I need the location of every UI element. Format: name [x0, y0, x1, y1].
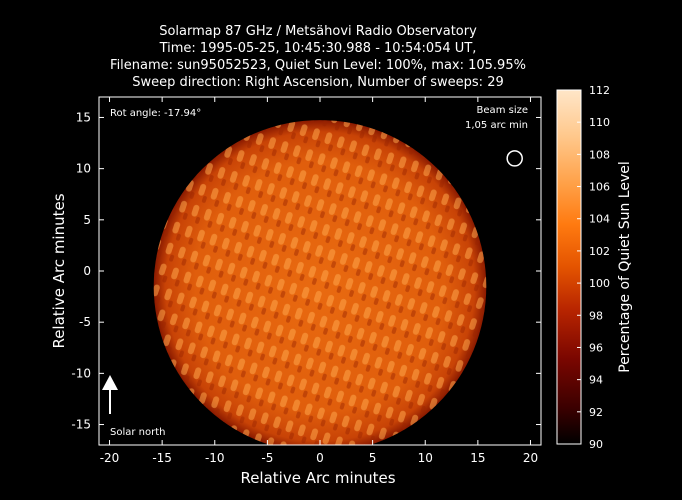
y-tick-label: 5 [83, 213, 91, 227]
colorbar-frame [556, 89, 582, 445]
x-tick-label: 5 [369, 451, 377, 465]
colorbar-tick-label: 96 [589, 341, 603, 354]
colorbar-tick-label: 106 [589, 181, 610, 194]
colorbar-tick-label: 102 [589, 245, 610, 258]
rot-angle-label: Rot angle: -17.94° [110, 108, 201, 119]
y-axis-ticks: -15 -10 -5 0 5 10 15 [71, 110, 541, 432]
x-axis-label: Relative Arc minutes [240, 469, 395, 487]
beam-size-marker [506, 150, 523, 167]
colorbar-tick-label: 100 [589, 277, 610, 290]
chart-title: Solarmap 87 GHz / Metsähovi Radio Observ… [110, 24, 526, 90]
x-tick-label: 15 [470, 451, 485, 465]
colorbar-tick-label: 98 [589, 309, 603, 322]
x-tick-label: 20 [523, 451, 538, 465]
solar-disk-texture [153, 120, 487, 445]
solar-north-label: Solar north [110, 427, 166, 438]
colorbar-tick-label: 90 [589, 438, 603, 451]
x-tick-label: -15 [152, 451, 172, 465]
colorbar-tick-label: 112 [589, 84, 610, 97]
beam-size-label-2: 1,05 arc min [465, 120, 528, 131]
colorbar-tick-label: 94 [589, 374, 603, 387]
x-tick-label: 0 [316, 451, 324, 465]
colorbar-tick-label: 110 [589, 116, 610, 129]
x-axis-ticks: -20 -15 -10 -5 0 5 10 15 20 [100, 97, 538, 465]
y-tick-label: -15 [71, 418, 91, 432]
solar-north-arrow [102, 375, 118, 414]
y-tick-label: 0 [83, 264, 91, 278]
colorbar-label: Percentage of Quiet Sun Level [617, 161, 633, 373]
title-line-4: Sweep direction: Right Ascension, Number… [132, 75, 504, 90]
y-tick-label: -5 [79, 315, 91, 329]
plot-area: -20 -15 -10 -5 0 5 10 15 20 -15 -10 -5 0 5 10 15 Rot a… [71, 96, 542, 465]
y-axis-label: Relative Arc minutes [50, 193, 68, 348]
colorbar-gradient [557, 90, 581, 444]
y-tick-label: 15 [76, 110, 91, 124]
x-tick-label: -5 [261, 451, 273, 465]
y-tick-label: 10 [76, 162, 91, 176]
beam-size-label-1: Beam size [477, 105, 528, 116]
y-tick-label: -10 [71, 366, 91, 380]
colorbar: 90 92 94 96 98 100 102 104 106 108 110 112 Percenta… [556, 84, 633, 451]
colorbar-tick-label: 92 [589, 406, 603, 419]
x-tick-label: -20 [100, 451, 120, 465]
x-tick-label: -10 [205, 451, 225, 465]
colorbar-tick-label: 108 [589, 148, 610, 161]
title-line-1: Solarmap 87 GHz / Metsähovi Radio Observ… [159, 24, 477, 39]
colorbar-tick-label: 104 [589, 213, 610, 226]
colorbar-ticks: 90 92 94 96 98 100 102 104 106 108 110 112 [577, 84, 610, 451]
title-line-3: Filename: sun95052523, Quiet Sun Level: … [110, 58, 526, 73]
x-tick-label: 10 [418, 451, 433, 465]
title-line-2: Time: 1995-05-25, 10:45:30.988 - 10:54:0… [159, 41, 477, 56]
